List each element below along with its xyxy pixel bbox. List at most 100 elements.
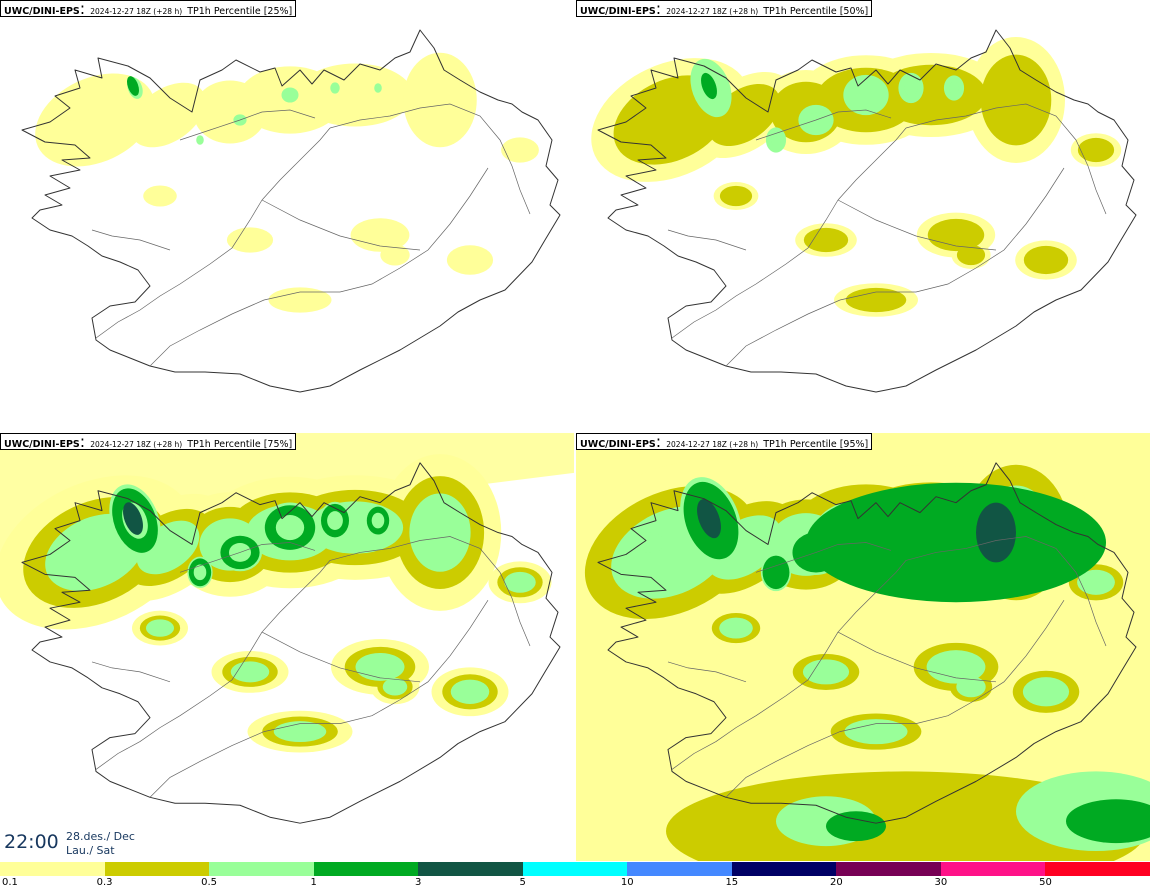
precip-contour	[980, 54, 1052, 146]
road-line	[905, 536, 1107, 647]
map-svg	[591, 29, 1137, 393]
panel-header: UWC/DINI-EPS: 2024-12-27 18Z (+28 h) TP1…	[0, 433, 297, 450]
precip-contour	[230, 661, 270, 683]
precip-contour	[123, 502, 143, 535]
precip-contour	[273, 721, 327, 743]
coastline	[21, 462, 561, 824]
precip-contour	[297, 63, 413, 127]
precip-contour	[327, 511, 343, 530]
precip-contour	[281, 87, 299, 103]
road-line	[671, 631, 839, 770]
legend-label: 20	[829, 877, 843, 888]
precip-contour	[355, 652, 405, 681]
precip-contour	[501, 137, 539, 163]
run-info: 2024-12-27 18Z (+28 h)	[666, 7, 759, 16]
panel-header: UWC/DINI-EPS: 2024-12-27 18Z (+28 h) TP1…	[576, 433, 873, 450]
precip-contour	[380, 244, 410, 266]
legend-swatch	[1045, 862, 1150, 876]
precip-contour	[904, 80, 918, 96]
variable-label: TP1h Percentile [50%]	[763, 6, 869, 17]
precip-band	[1066, 799, 1150, 844]
road-line	[837, 199, 997, 251]
precip-contour	[382, 678, 408, 696]
precip-contour	[450, 679, 490, 704]
precip-contour	[374, 83, 382, 93]
precip-contour	[631, 532, 665, 553]
precip-contour	[146, 619, 174, 637]
legend-label: 15	[725, 877, 739, 888]
precip-contour	[875, 64, 987, 126]
legend-label: 1	[310, 877, 317, 888]
variable-label: TP1h Percentile [95%]	[763, 439, 869, 450]
legend-label: 30	[934, 877, 948, 888]
road-line	[95, 631, 263, 770]
road-line	[725, 600, 1065, 798]
road-line	[261, 631, 421, 683]
legend-swatch	[627, 862, 733, 876]
road-line	[329, 103, 531, 215]
precip-contour	[143, 185, 177, 207]
precip-contour	[409, 493, 471, 572]
legend-label: 0.5	[201, 877, 218, 888]
road-line	[755, 542, 892, 573]
variable-label: TP1h Percentile [25%]	[187, 6, 293, 17]
map-svg	[0, 433, 574, 824]
legend-label: 10	[620, 877, 634, 888]
legend-swatch	[0, 862, 106, 876]
road-line	[755, 109, 892, 141]
valid-date: 28.des./ Dec	[66, 830, 135, 843]
model-name: UWC/DINI-EPS	[580, 439, 656, 450]
precip-contour	[55, 99, 89, 121]
road-line	[837, 560, 907, 633]
precip-contour	[196, 135, 204, 145]
road-line	[91, 661, 171, 683]
map-panel-p25: UWC/DINI-EPS: 2024-12-27 18Z (+28 h) TP1…	[0, 0, 574, 430]
precip-contour	[371, 512, 385, 529]
run-info: 2024-12-27 18Z (+28 h)	[666, 440, 759, 449]
precip-contour	[130, 82, 206, 148]
run-info: 2024-12-27 18Z (+28 h)	[90, 7, 183, 16]
legend-swatch	[836, 862, 942, 876]
panel-header: UWC/DINI-EPS: 2024-12-27 18Z (+28 h) TP1…	[576, 0, 873, 17]
model-name: UWC/DINI-EPS	[4, 6, 80, 17]
precip-contour	[1077, 137, 1115, 163]
road-line	[95, 199, 263, 339]
precip-contour	[927, 218, 985, 252]
map-panel-p75: UWC/DINI-EPS: 2024-12-27 18Z (+28 h) TP1…	[0, 433, 574, 861]
valid-time: 22:00	[4, 831, 59, 853]
road-line	[837, 631, 997, 683]
precip-contour	[803, 227, 849, 253]
precipitation-color-legend: 0.1 0.3 0.5 1 3 5 10 15 20 30 50	[0, 862, 1150, 891]
road-line	[671, 199, 839, 339]
road-line	[149, 600, 489, 798]
precip-contour	[446, 245, 494, 275]
precip-contour	[268, 287, 332, 313]
legend-label: 0.3	[96, 877, 113, 888]
precip-contour	[631, 99, 665, 121]
precip-contour	[845, 287, 907, 313]
variable-label: TP1h Percentile [75%]	[187, 439, 293, 450]
road-line	[261, 127, 331, 201]
run-info: 2024-12-27 18Z (+28 h)	[90, 440, 183, 449]
map-svg	[576, 433, 1150, 861]
precip-contour	[844, 719, 908, 745]
road-line	[667, 229, 747, 251]
precip-contour	[768, 562, 784, 582]
precip-contour	[719, 185, 753, 207]
coastline	[597, 462, 1137, 824]
map-panel-p50: UWC/DINI-EPS: 2024-12-27 18Z (+28 h) TP1…	[576, 0, 1150, 430]
valid-day: Lau./ Sat	[66, 844, 115, 857]
precip-contour	[504, 571, 536, 593]
legend-swatch	[731, 862, 837, 876]
legend-label: 0.1	[2, 877, 18, 888]
road-line	[667, 661, 747, 683]
legend-label: 50	[1039, 877, 1052, 888]
precip-contour	[58, 533, 86, 552]
road-line	[179, 542, 316, 573]
legend-swatch	[522, 862, 628, 876]
legend-label: 3	[414, 877, 422, 888]
precip-contour	[350, 218, 410, 252]
precip-contour	[330, 82, 340, 94]
precip-contour	[226, 227, 274, 253]
legend-swatch	[104, 862, 210, 876]
